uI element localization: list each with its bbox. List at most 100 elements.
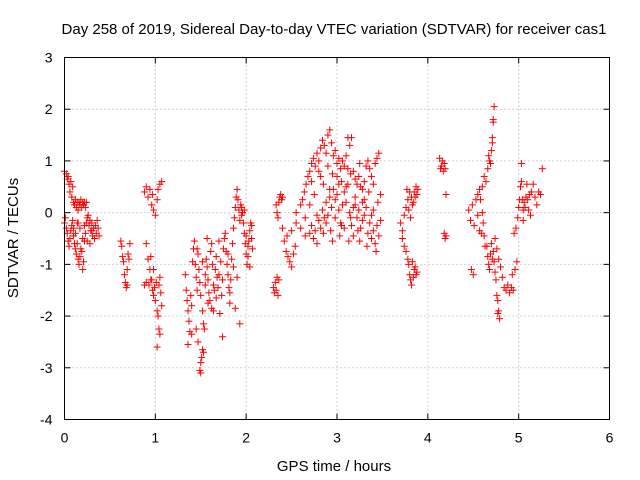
data-point xyxy=(94,224,102,232)
data-point xyxy=(403,185,411,193)
data-point xyxy=(366,219,374,227)
data-point xyxy=(328,237,336,245)
data-point xyxy=(147,253,155,261)
data-point xyxy=(406,271,414,279)
data-point xyxy=(153,196,161,204)
data-point xyxy=(520,198,528,206)
data-point xyxy=(509,286,517,294)
data-point xyxy=(494,309,502,317)
data-point xyxy=(338,201,346,209)
data-point xyxy=(480,172,488,180)
data-point xyxy=(304,172,312,180)
data-point xyxy=(529,180,537,188)
data-point xyxy=(337,165,345,173)
data-point xyxy=(407,214,415,222)
data-point xyxy=(82,198,90,206)
data-point xyxy=(377,191,385,199)
data-point xyxy=(514,214,522,222)
data-point xyxy=(408,258,416,266)
data-point xyxy=(190,237,198,245)
data-point xyxy=(469,271,477,279)
data-point xyxy=(289,250,297,258)
data-point xyxy=(511,266,519,274)
data-point xyxy=(272,286,280,294)
data-point xyxy=(279,193,286,201)
data-point xyxy=(90,235,98,242)
data-point xyxy=(368,172,376,180)
data-point xyxy=(354,227,362,235)
data-point xyxy=(363,242,371,250)
data-point xyxy=(404,196,412,204)
data-point xyxy=(142,183,150,191)
data-point xyxy=(328,203,336,211)
x-tick-label: 1 xyxy=(151,430,159,446)
data-point xyxy=(73,219,81,227)
data-point xyxy=(238,203,246,211)
data-point xyxy=(315,167,323,175)
data-point xyxy=(216,309,224,317)
data-point xyxy=(185,317,193,325)
data-point xyxy=(333,191,341,199)
data-point xyxy=(377,216,385,224)
data-point xyxy=(467,266,475,274)
data-point xyxy=(372,247,380,255)
data-point xyxy=(198,353,206,361)
data-point xyxy=(215,271,223,279)
data-point xyxy=(215,237,223,245)
data-point xyxy=(322,149,330,157)
data-point xyxy=(477,196,485,204)
data-point xyxy=(502,286,510,294)
data-point xyxy=(326,193,334,201)
data-point xyxy=(153,343,161,351)
data-point xyxy=(408,201,416,209)
data-point xyxy=(76,253,84,261)
data-point xyxy=(490,258,498,266)
data-point xyxy=(533,201,541,209)
data-point xyxy=(194,338,202,346)
data-point xyxy=(236,216,244,224)
data-point xyxy=(398,235,406,242)
data-point xyxy=(369,227,377,235)
data-point xyxy=(308,222,316,230)
data-point xyxy=(351,193,359,201)
data-point xyxy=(536,191,544,199)
data-point xyxy=(155,325,163,333)
data-points xyxy=(61,103,546,377)
data-point xyxy=(345,237,353,245)
data-point xyxy=(211,266,219,274)
data-point xyxy=(333,160,341,168)
data-point xyxy=(375,149,383,157)
data-point xyxy=(300,188,308,196)
data-point xyxy=(244,253,252,261)
data-point xyxy=(402,247,410,255)
data-point xyxy=(201,271,209,279)
data-point xyxy=(478,183,486,191)
data-point xyxy=(61,214,69,222)
data-point xyxy=(119,253,127,261)
data-point xyxy=(489,116,497,124)
data-point xyxy=(353,180,361,188)
data-point xyxy=(150,284,158,292)
data-point xyxy=(467,216,475,224)
data-point xyxy=(400,242,408,250)
x-axis-label: GPS time / hours xyxy=(277,458,391,475)
data-point xyxy=(196,278,204,286)
data-point xyxy=(494,297,502,305)
data-point xyxy=(69,183,77,191)
data-point xyxy=(188,330,196,338)
data-point xyxy=(155,281,163,289)
data-point xyxy=(326,185,334,193)
data-point xyxy=(506,289,514,297)
data-point xyxy=(313,149,321,157)
data-point xyxy=(504,281,512,289)
data-point xyxy=(410,188,418,196)
data-point xyxy=(125,255,133,263)
data-point xyxy=(219,333,227,341)
data-point xyxy=(371,240,379,248)
data-point xyxy=(324,211,332,219)
data-point xyxy=(224,250,232,258)
data-point xyxy=(308,178,316,186)
data-point xyxy=(209,260,217,268)
data-point xyxy=(353,214,361,222)
